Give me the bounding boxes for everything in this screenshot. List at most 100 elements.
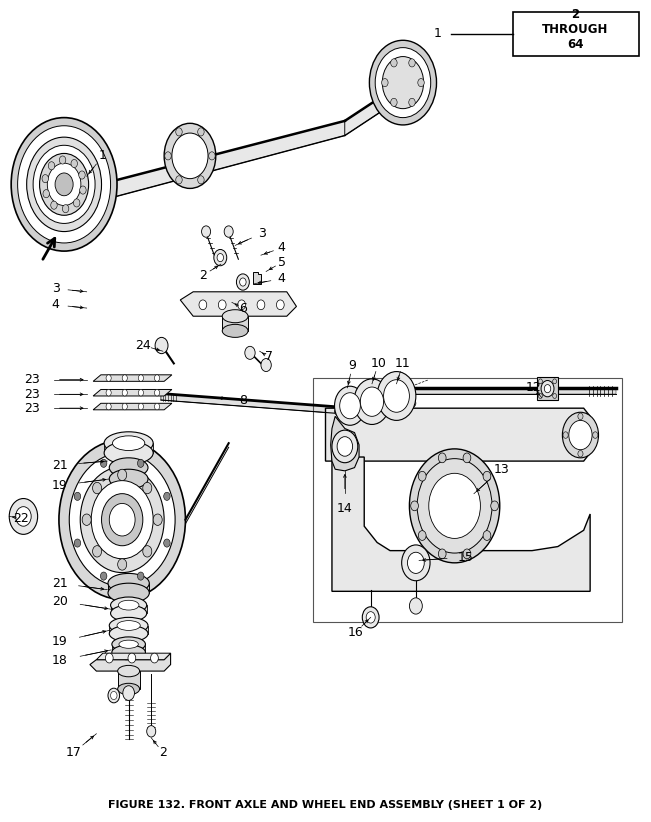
Circle shape: [9, 498, 38, 534]
Text: 23: 23: [25, 373, 40, 386]
Text: 4: 4: [52, 298, 60, 312]
Circle shape: [118, 469, 127, 481]
Circle shape: [153, 514, 162, 525]
Text: 19: 19: [51, 635, 68, 649]
Circle shape: [106, 390, 111, 396]
Bar: [513, 12, 639, 56]
Ellipse shape: [117, 621, 140, 630]
Text: 13: 13: [493, 463, 509, 476]
Circle shape: [79, 171, 85, 179]
Ellipse shape: [118, 600, 139, 610]
Circle shape: [391, 99, 397, 106]
Circle shape: [417, 459, 492, 553]
Text: 22: 22: [13, 511, 29, 524]
Ellipse shape: [109, 469, 148, 489]
Text: 12: 12: [525, 381, 541, 395]
Circle shape: [541, 381, 554, 397]
Circle shape: [409, 59, 415, 67]
Circle shape: [463, 549, 471, 559]
Text: 7: 7: [265, 350, 273, 363]
Circle shape: [106, 375, 111, 381]
Text: 11: 11: [395, 357, 411, 370]
Circle shape: [217, 253, 223, 261]
Ellipse shape: [377, 395, 416, 412]
Circle shape: [163, 539, 170, 547]
Text: 23: 23: [25, 388, 40, 401]
Ellipse shape: [112, 637, 145, 652]
Circle shape: [419, 471, 426, 481]
Circle shape: [538, 379, 542, 384]
Circle shape: [348, 402, 358, 414]
Text: 21: 21: [51, 459, 68, 472]
Ellipse shape: [109, 458, 148, 478]
Polygon shape: [390, 388, 616, 395]
Circle shape: [163, 492, 170, 501]
Circle shape: [544, 385, 551, 393]
Circle shape: [238, 300, 245, 310]
Circle shape: [391, 59, 397, 67]
Polygon shape: [93, 404, 172, 410]
Circle shape: [408, 552, 424, 574]
Circle shape: [128, 653, 136, 663]
Text: 20: 20: [51, 594, 68, 607]
Polygon shape: [108, 583, 149, 593]
Circle shape: [218, 300, 226, 310]
Circle shape: [438, 453, 446, 463]
Polygon shape: [112, 644, 145, 653]
Circle shape: [176, 128, 182, 136]
Circle shape: [383, 380, 409, 413]
Circle shape: [16, 506, 31, 526]
Polygon shape: [180, 292, 296, 316]
Circle shape: [143, 546, 152, 557]
Circle shape: [91, 481, 153, 559]
Bar: [344, 400, 362, 416]
Circle shape: [108, 688, 120, 703]
Circle shape: [245, 346, 255, 359]
Ellipse shape: [222, 325, 248, 337]
Text: 5: 5: [277, 256, 286, 269]
Circle shape: [578, 450, 583, 457]
Circle shape: [62, 205, 69, 213]
Circle shape: [382, 57, 424, 109]
Circle shape: [592, 432, 598, 438]
Circle shape: [92, 483, 102, 494]
Circle shape: [155, 337, 168, 353]
Circle shape: [563, 432, 568, 438]
Circle shape: [18, 126, 111, 243]
Circle shape: [202, 226, 211, 238]
Circle shape: [538, 394, 542, 399]
Text: 17: 17: [66, 746, 82, 759]
Polygon shape: [118, 671, 139, 689]
Circle shape: [74, 199, 80, 207]
Circle shape: [491, 501, 499, 510]
Circle shape: [150, 653, 158, 663]
Circle shape: [224, 226, 233, 238]
Circle shape: [43, 190, 49, 198]
Circle shape: [409, 99, 415, 106]
Ellipse shape: [118, 665, 139, 677]
Circle shape: [137, 572, 144, 580]
Text: 3: 3: [52, 282, 60, 295]
Circle shape: [92, 546, 102, 557]
Circle shape: [377, 372, 416, 420]
Ellipse shape: [108, 583, 149, 603]
Circle shape: [143, 483, 152, 494]
Circle shape: [199, 300, 207, 310]
Polygon shape: [222, 316, 248, 331]
Circle shape: [361, 387, 383, 416]
Ellipse shape: [109, 626, 148, 642]
Circle shape: [40, 154, 89, 215]
Ellipse shape: [108, 574, 149, 593]
Ellipse shape: [335, 404, 365, 418]
Circle shape: [375, 48, 431, 118]
Circle shape: [483, 531, 491, 540]
Circle shape: [111, 691, 117, 700]
Circle shape: [240, 278, 246, 286]
Circle shape: [164, 123, 215, 188]
Polygon shape: [93, 390, 172, 396]
Circle shape: [419, 531, 426, 540]
Circle shape: [71, 159, 77, 168]
Circle shape: [33, 145, 95, 224]
Polygon shape: [111, 605, 146, 613]
Text: 2: 2: [199, 269, 207, 282]
